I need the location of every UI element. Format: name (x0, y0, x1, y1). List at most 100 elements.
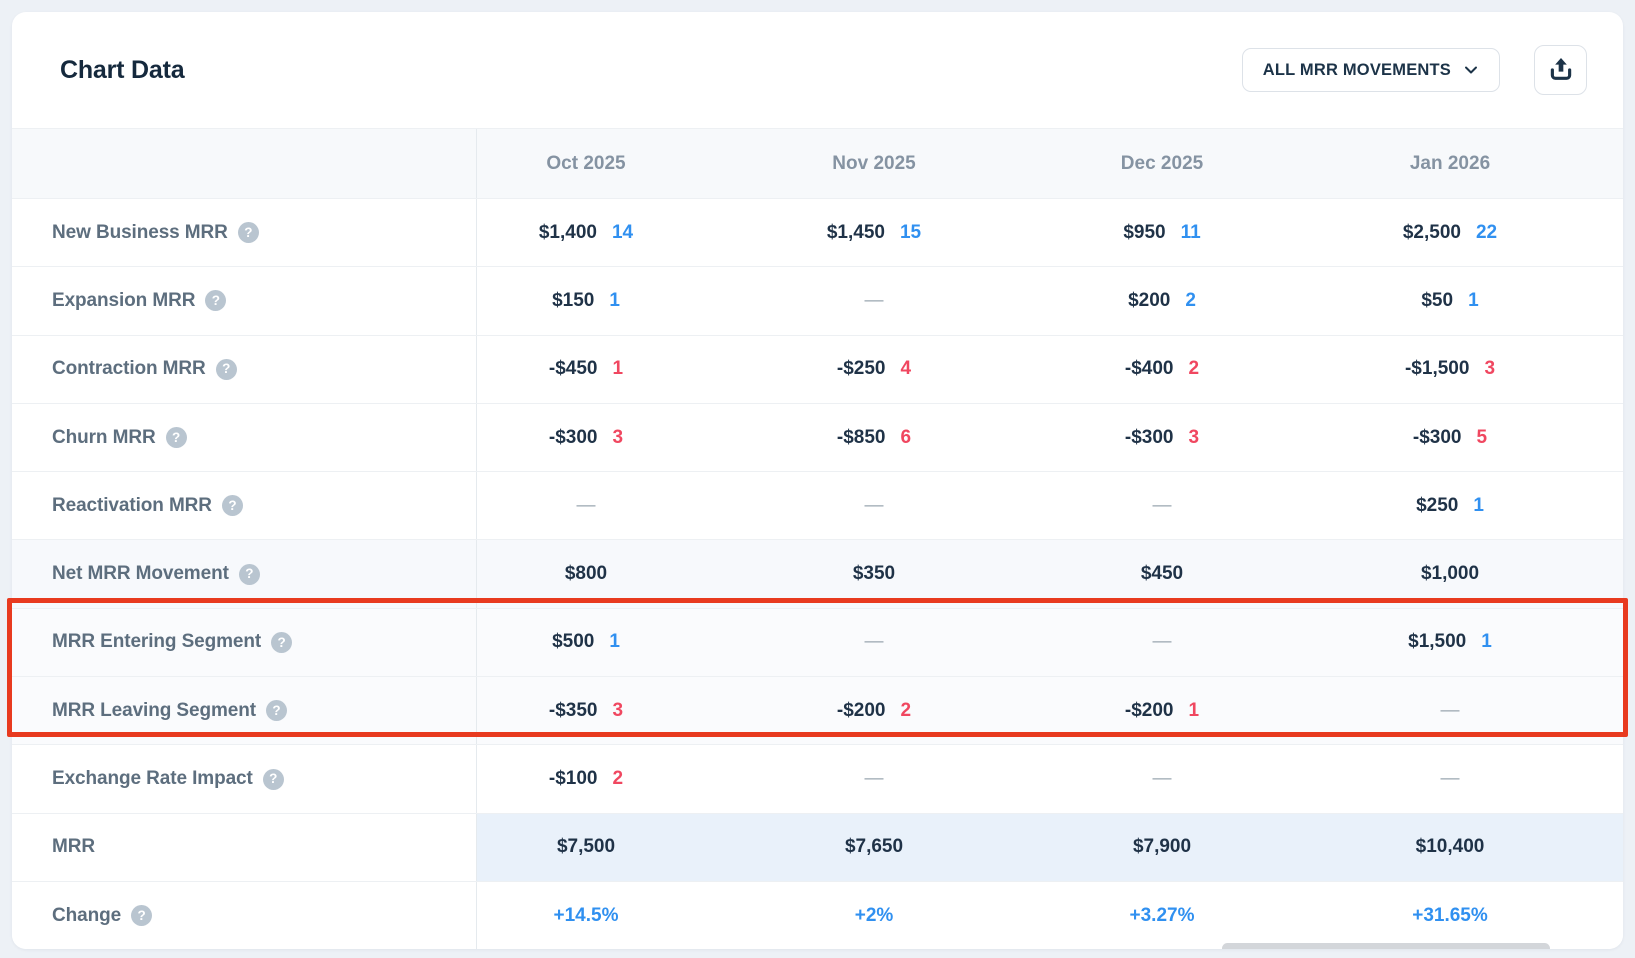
value-cell: — (1053, 745, 1341, 812)
table-row: Churn MRR? -$300 3 -$850 6 -$300 3 -$300 5 (12, 402, 1623, 472)
column-header-jan-2026: Jan 2026 (1409, 152, 1491, 174)
cell-amount: -$300 (548, 426, 598, 448)
help-icon[interactable]: ? (265, 700, 287, 722)
value-cell: $1,000 (1341, 540, 1623, 607)
empty-value: — (1152, 768, 1172, 790)
value-cell: — (477, 472, 765, 539)
cell-count: 6 (900, 426, 912, 448)
help-icon[interactable]: ? (205, 290, 227, 312)
empty-value: — (1440, 699, 1460, 721)
column-header-dec-2025: Dec 2025 (1120, 152, 1204, 174)
row-label-cell: Churn MRR? (12, 403, 477, 472)
cell-amount: $7,500 (556, 836, 616, 858)
value-cell: — (1053, 609, 1341, 676)
cell-amount: $1,500 (1408, 631, 1467, 653)
cell-count: 2 (900, 699, 912, 721)
column-header-nov-2025: Nov 2025 (832, 152, 916, 174)
row-label-cell: New Business MRR? (12, 199, 477, 267)
horizontal-scrollbar-thumb[interactable] (1222, 943, 1550, 949)
cell-amount: -$200 (836, 699, 886, 721)
cell-amount: $450 (1140, 563, 1184, 585)
help-icon[interactable]: ? (165, 427, 187, 449)
help-icon[interactable]: ? (215, 358, 237, 380)
row-label-cell: Exchange Rate Impact? (12, 745, 477, 813)
help-icon[interactable]: ? (131, 905, 153, 927)
cell-count: 1 (1473, 494, 1484, 516)
cell-amount: +2% (854, 904, 894, 926)
empty-value: — (864, 289, 884, 311)
mrr-movements-dropdown-label: ALL MRR MOVEMENTS (1262, 60, 1451, 79)
empty-value: — (1440, 768, 1460, 790)
cell-count: 3 (612, 426, 624, 448)
value-cell: — (1341, 745, 1623, 812)
value-cell: $500 1 (477, 609, 765, 676)
table-row: Exchange Rate Impact? -$100 2 — — — (12, 744, 1623, 813)
value-cell: -$1,500 3 (1341, 336, 1623, 403)
value-cell: -$250 4 (765, 336, 1053, 403)
value-cell: $50 1 (1341, 267, 1623, 334)
header-empty-cell (12, 129, 477, 198)
header-actions: ALL MRR MOVEMENTS (1241, 45, 1587, 95)
cell-amount: +31.65% (1412, 904, 1488, 926)
value-cell: +2% (765, 882, 1053, 949)
cell-amount: -$850 (836, 426, 886, 448)
value-cell: — (1053, 472, 1341, 539)
value-cell: -$300 5 (1341, 404, 1623, 471)
table-row: Reactivation MRR? — — — $250 1 (12, 471, 1623, 540)
table-row: Expansion MRR? $150 1 — $200 2 $50 1 (12, 266, 1623, 335)
chevron-down-icon (1463, 62, 1479, 78)
value-cell: — (765, 745, 1053, 812)
value-cell: -$450 1 (477, 336, 765, 403)
cell-count: 1 (1188, 699, 1200, 721)
value-cell: — (1341, 677, 1623, 744)
help-icon[interactable]: ? (237, 222, 259, 244)
value-cell: $800 (477, 540, 765, 607)
row-label-cell: MRR (12, 813, 477, 881)
cell-amount: $10,400 (1415, 836, 1485, 858)
table-row: MRR $7,500 $7,650 $7,900 $10,400 (12, 812, 1623, 881)
value-cell: $200 2 (1053, 267, 1341, 334)
export-button[interactable] (1534, 45, 1587, 95)
table-row: MRR Leaving Segment? -$350 3 -$200 2 -$200 1 — (12, 676, 1623, 745)
cell-amount: $50 (1421, 289, 1454, 311)
table-row: Net MRR Movement? $800 $350 $450 $1,000 (12, 539, 1623, 608)
help-icon[interactable]: ? (271, 631, 293, 653)
cell-count: 11 (1180, 221, 1201, 243)
row-label-cell: Contraction MRR? (12, 335, 477, 403)
empty-value: — (864, 768, 884, 790)
value-cell: $1,450 15 (765, 199, 1053, 266)
value-cell: $7,650 (765, 813, 1053, 881)
upload-icon (1547, 55, 1575, 86)
empty-value: — (576, 494, 596, 516)
table-row: Change? +14.5% +2% +3.27% +31.65% (12, 880, 1623, 949)
help-icon[interactable]: ? (221, 495, 243, 517)
cell-amount: -$300 (1124, 426, 1174, 448)
cell-count: 2 (612, 768, 624, 790)
cell-amount: $350 (852, 563, 896, 585)
value-cell: $250 1 (1341, 472, 1623, 539)
value-cell: $950 11 (1053, 199, 1341, 266)
help-icon[interactable]: ? (262, 768, 284, 790)
cell-amount: -$450 (548, 358, 598, 380)
chart-data-table: Oct 2025 Nov 2025 Dec 2025 Jan 2026 New Bus… (12, 128, 1623, 949)
row-label-cell: MRR Entering Segment? (12, 608, 477, 677)
row-label: Contraction MRR (52, 358, 206, 380)
value-cell: -$350 3 (477, 677, 765, 744)
value-cell: +3.27% (1053, 882, 1341, 949)
empty-value: — (1152, 494, 1172, 516)
help-icon[interactable]: ? (238, 563, 260, 585)
row-label: Change (52, 904, 122, 926)
cell-amount: $1,450 (826, 221, 885, 243)
mrr-movements-dropdown[interactable]: ALL MRR MOVEMENTS (1241, 48, 1500, 92)
cell-count: 1 (612, 358, 624, 380)
cell-amount: -$250 (836, 358, 886, 380)
value-cell: +31.65% (1341, 882, 1623, 949)
row-label: Expansion MRR (52, 289, 196, 311)
value-cell: $2,500 22 (1341, 199, 1623, 266)
cell-amount: $150 (552, 289, 595, 311)
value-cell: +14.5% (477, 882, 765, 949)
cell-amount: -$1,500 (1404, 358, 1470, 380)
cell-amount: $1,000 (1420, 563, 1480, 585)
cell-amount: +3.27% (1129, 904, 1195, 926)
value-cell: $10,400 (1341, 813, 1623, 881)
